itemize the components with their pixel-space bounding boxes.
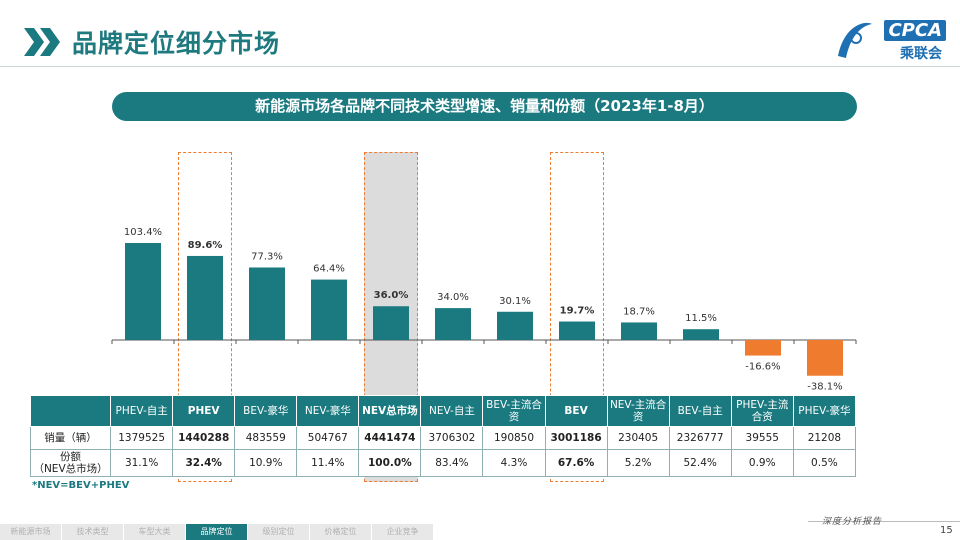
data-label-PHEV-豪华: -38.1% — [807, 382, 842, 393]
footer-line — [808, 521, 960, 522]
table-cell: 0.5% — [792, 449, 857, 477]
chevron-arrows-icon — [24, 28, 60, 56]
table-cell: 3706302 — [420, 426, 484, 450]
table-cell: 100.0% — [358, 449, 422, 477]
bar-BEV-主流合资 — [497, 311, 533, 340]
bar-NEV-主流合资 — [621, 322, 657, 340]
table-cell: 504767 — [296, 426, 360, 450]
table-cell: 21208 — [792, 426, 857, 450]
bar-BEV — [559, 321, 595, 340]
table-cell: 190850 — [482, 426, 546, 450]
bar-chart: 103.4% 89.6% 77.3% 64.4% 36.0% 34.0% 30.1% 19.7… — [111, 227, 857, 393]
data-label-PHEV-主流合资: -16.6% — [745, 362, 780, 373]
data-table: PHEV-自主 PHEV BEV-豪华 NEV-豪华 NEV总市场 NEV-自主 BEV-主… — [29, 395, 857, 477]
bar-NEV-豪华 — [311, 279, 347, 340]
column-header: PHEV-豪华 — [792, 395, 857, 427]
data-label-NEV-主流合资: 18.7% — [623, 306, 655, 317]
table-corner-cell — [29, 395, 112, 427]
data-label-NEV-自主: 34.0% — [437, 292, 469, 303]
table-cell: 1379525 — [110, 426, 174, 450]
column-header: PHEV-自主 — [110, 395, 174, 427]
column-header: PHEV — [172, 395, 236, 427]
bar-BEV-自主 — [683, 329, 719, 340]
nav-tab[interactable]: 企业竞争 — [372, 524, 433, 540]
column-header: NEV-豪华 — [296, 395, 360, 427]
nav-tab[interactable]: 新能源市场 — [0, 524, 61, 540]
column-header: BEV — [544, 395, 608, 427]
logo-swoosh-icon — [838, 22, 872, 58]
nav-tab[interactable]: 车型大类 — [124, 524, 185, 540]
nav-tab[interactable]: 品牌定位 — [186, 524, 247, 540]
table-cell: 83.4% — [420, 449, 484, 477]
page-title: 品牌定位细分市场 — [72, 29, 281, 58]
table-cell: 3001186 — [544, 426, 608, 450]
column-header: NEV-自主 — [420, 395, 484, 427]
table-cell: 67.6% — [544, 449, 608, 477]
bar-PHEV-自主 — [125, 243, 161, 340]
data-label-PHEV-自主: 103.4% — [124, 227, 162, 238]
table-header-row: PHEV-自主 PHEV BEV-豪华 NEV-豪华 NEV总市场 NEV-自主 BEV-主… — [29, 395, 857, 427]
highlight-box-BEV — [550, 152, 604, 482]
bar-PHEV-主流合资 — [745, 340, 781, 356]
table-cell: 31.1% — [110, 449, 174, 477]
nav-tab[interactable]: 价格定位 — [310, 524, 371, 540]
chart-subtitle: 新能源市场各品牌不同技术类型增速、销量和份额（2023年1-8月） — [112, 92, 857, 121]
column-header: NEV总市场 — [358, 395, 422, 427]
column-header: BEV-自主 — [668, 395, 732, 427]
section-nav: 新能源市场 技术类型 车型大类 品牌定位 级别定位 价格定位 企业竞争 — [0, 524, 434, 540]
data-label-NEV-豪华: 64.4% — [313, 264, 345, 275]
page-number: 15 — [940, 525, 953, 536]
header-divider — [0, 66, 960, 67]
table-cell: 5.2% — [606, 449, 670, 477]
column-header: PHEV-主流合资 — [730, 395, 794, 427]
table-cell: 10.9% — [234, 449, 298, 477]
table-cell: 0.9% — [730, 449, 794, 477]
column-header: NEV-主流合资 — [606, 395, 670, 427]
table-cell: 230405 — [606, 426, 670, 450]
table-cell: 4441474 — [358, 426, 422, 450]
bar-NEV-自主 — [435, 308, 471, 340]
data-label-BEV: 19.7% — [560, 306, 595, 317]
data-label-PHEV: 89.6% — [188, 240, 223, 251]
nav-tab[interactable]: 技术类型 — [62, 524, 123, 540]
table-row: 销量（辆） 1379525 1440288 483559 504767 4441474 37… — [29, 426, 857, 450]
table-cell: 39555 — [730, 426, 794, 450]
bar-NEV总市场 — [373, 306, 409, 340]
bar-BEV-豪华 — [249, 267, 285, 340]
footer-tagline: 深度分析报告 — [822, 517, 883, 527]
cpca-logo: CPCA 乘联会 — [834, 16, 946, 62]
nav-tab[interactable]: 级别定位 — [248, 524, 309, 540]
data-label-BEV-主流合资: 30.1% — [499, 296, 531, 307]
table-row: 份额 （NEV总市场） 31.1% 32.4% 10.9% 11.4% 100.0% 83.… — [29, 449, 857, 477]
table-cell: 483559 — [234, 426, 298, 450]
table-cell: 2326777 — [668, 426, 732, 450]
bar-PHEV — [187, 255, 223, 340]
row-label: 销量（辆） — [29, 426, 112, 450]
table-cell: 4.3% — [482, 449, 546, 477]
table-cell: 32.4% — [172, 449, 236, 477]
data-label-BEV-自主: 11.5% — [685, 313, 717, 324]
data-label-BEV-豪华: 77.3% — [251, 251, 283, 262]
column-header: BEV-主流合资 — [482, 395, 546, 427]
table-cell: 1440288 — [172, 426, 236, 450]
bar-PHEV-豪华 — [807, 340, 843, 376]
column-header: BEV-豪华 — [234, 395, 298, 427]
footnote: *NEV=BEV+PHEV — [32, 480, 130, 491]
data-label-NEV总市场: 36.0% — [374, 290, 409, 301]
row-label: 份额 （NEV总市场） — [29, 449, 112, 477]
table-cell: 11.4% — [296, 449, 360, 477]
highlight-box-PHEV — [178, 152, 232, 482]
table-cell: 52.4% — [668, 449, 732, 477]
